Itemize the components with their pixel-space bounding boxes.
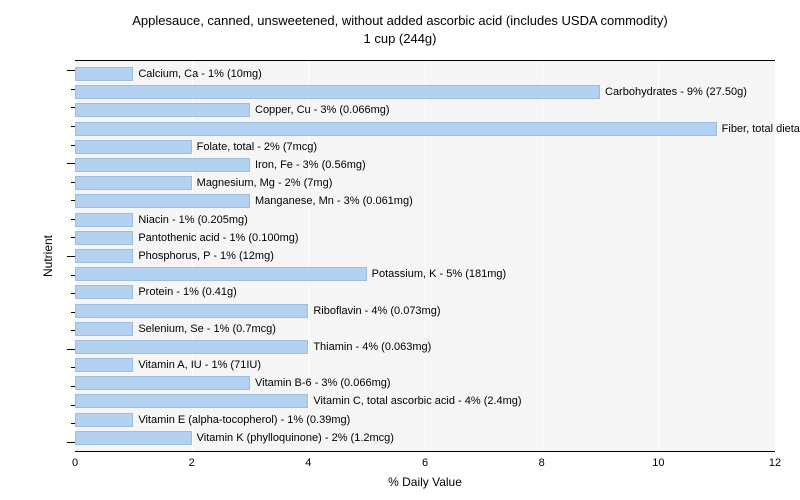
chart-container: Applesauce, canned, unsweetened, without… xyxy=(0,0,800,500)
bar: Pantothenic acid - 1% (0.100mg) xyxy=(75,231,133,245)
bar: Selenium, Se - 1% (0.7mcg) xyxy=(75,322,133,336)
bar-row: Niacin - 1% (0.205mg) xyxy=(75,213,775,227)
bar-row: Protein - 1% (0.41g) xyxy=(75,285,775,299)
bar: Potassium, K - 5% (181mg) xyxy=(75,267,367,281)
y-tick xyxy=(67,442,75,443)
bar-label: Potassium, K - 5% (181mg) xyxy=(372,268,507,280)
bar-row: Vitamin C, total ascorbic acid - 4% (2.4… xyxy=(75,394,775,408)
bar-label: Vitamin K (phylloquinone) - 2% (1.2mcg) xyxy=(197,432,394,444)
bar-label: Fiber, total dietary - 11% (2.7g) xyxy=(722,123,800,135)
bar: Calcium, Ca - 1% (10mg) xyxy=(75,67,133,81)
bar: Niacin - 1% (0.205mg) xyxy=(75,213,133,227)
bar-label: Vitamin A, IU - 1% (71IU) xyxy=(138,359,261,371)
bar-row: Vitamin A, IU - 1% (71IU) xyxy=(75,358,775,372)
y-axis-title: Nutrient xyxy=(41,235,55,277)
y-tick xyxy=(67,163,75,164)
bar: Folate, total - 2% (7mcg) xyxy=(75,140,192,154)
bar-row: Manganese, Mn - 3% (0.061mg) xyxy=(75,194,775,208)
bar: Protein - 1% (0.41g) xyxy=(75,285,133,299)
plot-area: Calcium, Ca - 1% (10mg) Carbohydrates - 9… xyxy=(75,60,775,452)
bar: Vitamin C, total ascorbic acid - 4% (2.4… xyxy=(75,394,308,408)
bar-label: Thiamin - 4% (0.063mg) xyxy=(313,341,431,353)
bar: Vitamin B-6 - 3% (0.066mg) xyxy=(75,376,250,390)
bar-label: Calcium, Ca - 1% (10mg) xyxy=(138,68,261,80)
bar-row: Vitamin K (phylloquinone) - 2% (1.2mcg) xyxy=(75,431,775,445)
bar: Phosphorus, P - 1% (12mg) xyxy=(75,249,133,263)
bar: Vitamin K (phylloquinone) - 2% (1.2mcg) xyxy=(75,431,192,445)
bar-row: Potassium, K - 5% (181mg) xyxy=(75,267,775,281)
bar-label: Niacin - 1% (0.205mg) xyxy=(138,214,247,226)
y-tick xyxy=(67,256,75,257)
bar-label: Folate, total - 2% (7mcg) xyxy=(197,141,317,153)
bar-label: Selenium, Se - 1% (0.7mcg) xyxy=(138,323,276,335)
bar-row: Copper, Cu - 3% (0.066mg) xyxy=(75,103,775,117)
bar-row: Vitamin B-6 - 3% (0.066mg) xyxy=(75,376,775,390)
bar-row: Carbohydrates - 9% (27.50g) xyxy=(75,85,775,99)
bar: Vitamin A, IU - 1% (71IU) xyxy=(75,358,133,372)
bar-label: Magnesium, Mg - 2% (7mg) xyxy=(197,177,333,189)
bar-label: Pantothenic acid - 1% (0.100mg) xyxy=(138,232,298,244)
bar-row: Riboflavin - 4% (0.073mg) xyxy=(75,304,775,318)
bar-row: Iron, Fe - 3% (0.56mg) xyxy=(75,158,775,172)
bar-label: Vitamin C, total ascorbic acid - 4% (2.4… xyxy=(313,395,521,407)
bar: Iron, Fe - 3% (0.56mg) xyxy=(75,158,250,172)
bar-row: Calcium, Ca - 1% (10mg) xyxy=(75,67,775,81)
bar-row: Thiamin - 4% (0.063mg) xyxy=(75,340,775,354)
y-tick xyxy=(67,70,75,71)
bar-label: Vitamin E (alpha-tocopherol) - 1% (0.39m… xyxy=(138,414,350,426)
bar: Manganese, Mn - 3% (0.061mg) xyxy=(75,194,250,208)
bar-label: Copper, Cu - 3% (0.066mg) xyxy=(255,104,390,116)
x-tick-label: 2 xyxy=(189,451,195,469)
bar-row: Magnesium, Mg - 2% (7mg) xyxy=(75,176,775,190)
bars-group: Calcium, Ca - 1% (10mg) Carbohydrates - 9… xyxy=(75,61,775,451)
chart-title-line1: Applesauce, canned, unsweetened, without… xyxy=(0,12,800,30)
gridline xyxy=(775,61,776,451)
bar-row: Phosphorus, P - 1% (12mg) xyxy=(75,249,775,263)
x-tick-label: 12 xyxy=(769,451,781,469)
bar-row: Fiber, total dietary - 11% (2.7g) xyxy=(75,122,775,136)
bar-label: Manganese, Mn - 3% (0.061mg) xyxy=(255,195,413,207)
x-tick-label: 10 xyxy=(652,451,664,469)
bar-row: Folate, total - 2% (7mcg) xyxy=(75,140,775,154)
bar: Thiamin - 4% (0.063mg) xyxy=(75,340,308,354)
bar: Magnesium, Mg - 2% (7mg) xyxy=(75,176,192,190)
chart-title: Applesauce, canned, unsweetened, without… xyxy=(0,0,800,47)
bar: Vitamin E (alpha-tocopherol) - 1% (0.39m… xyxy=(75,413,133,427)
x-tick-label: 0 xyxy=(72,451,78,469)
bar-label: Protein - 1% (0.41g) xyxy=(138,286,236,298)
bar-label: Phosphorus, P - 1% (12mg) xyxy=(138,250,274,262)
bar-label: Iron, Fe - 3% (0.56mg) xyxy=(255,159,366,171)
bar-row: Pantothenic acid - 1% (0.100mg) xyxy=(75,231,775,245)
bar-row: Vitamin E (alpha-tocopherol) - 1% (0.39m… xyxy=(75,413,775,427)
bar: Carbohydrates - 9% (27.50g) xyxy=(75,85,600,99)
bar-row: Selenium, Se - 1% (0.7mcg) xyxy=(75,322,775,336)
y-tick xyxy=(67,349,75,350)
bar-label: Riboflavin - 4% (0.073mg) xyxy=(313,305,440,317)
chart-title-line2: 1 cup (244g) xyxy=(0,30,800,48)
x-tick-label: 6 xyxy=(422,451,428,469)
bar-label: Carbohydrates - 9% (27.50g) xyxy=(605,86,747,98)
bar-label: Vitamin B-6 - 3% (0.066mg) xyxy=(255,377,391,389)
x-axis-title: % Daily Value xyxy=(388,475,462,489)
bar: Copper, Cu - 3% (0.066mg) xyxy=(75,103,250,117)
x-tick-label: 4 xyxy=(305,451,311,469)
x-tick-label: 8 xyxy=(539,451,545,469)
bar: Riboflavin - 4% (0.073mg) xyxy=(75,304,308,318)
bar: Fiber, total dietary - 11% (2.7g) xyxy=(75,122,717,136)
